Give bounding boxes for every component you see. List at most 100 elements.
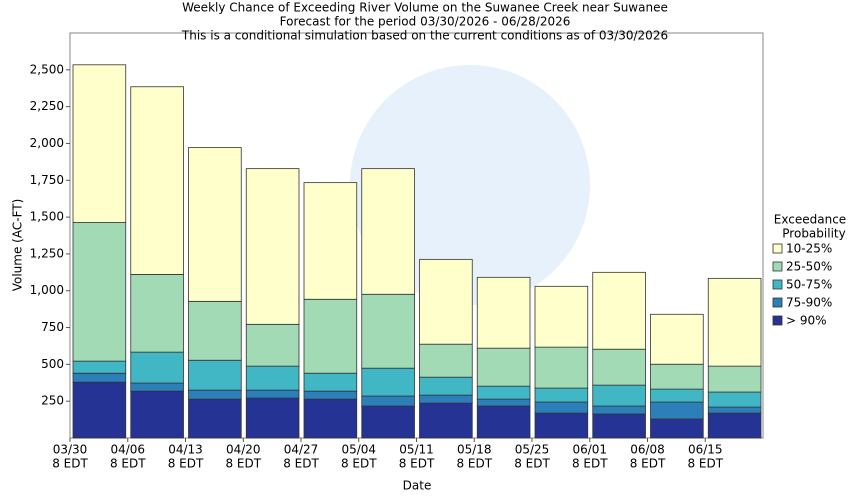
- bar-segment: [361, 395, 415, 407]
- legend-label: 25-50%: [786, 260, 832, 274]
- legend-swatch: [772, 279, 783, 290]
- bar-segment: [245, 323, 300, 367]
- x-tick-sublabel: 8 EDT: [110, 457, 146, 471]
- bar-segment: [130, 86, 184, 275]
- x-tick-sublabel: 8 EDT: [283, 457, 319, 471]
- bar-segment: [130, 351, 184, 384]
- legend-label: 50-75%: [786, 278, 832, 292]
- y-tick-label: 1,000: [30, 283, 64, 297]
- y-tick-label: 2,500: [30, 62, 64, 76]
- chart-title: Weekly Chance of Exceeding River Volume …: [182, 1, 668, 15]
- x-tick-sublabel: 8 EDT: [514, 457, 550, 471]
- bar-segment: [650, 388, 704, 403]
- bar-segment: [650, 418, 704, 439]
- bar-segment: [303, 298, 358, 374]
- legend-swatch: [772, 243, 783, 254]
- bar-segment: [419, 394, 473, 404]
- x-tick-label: 04/20: [226, 443, 261, 457]
- y-axis-label: Volume (AC-FT): [11, 199, 25, 292]
- x-tick-sublabel: 8 EDT: [687, 457, 723, 471]
- x-tick-sublabel: 8 EDT: [630, 457, 666, 471]
- bar-segment: [592, 271, 646, 350]
- x-tick-label: 04/06: [110, 443, 145, 457]
- y-tick-label: 750: [41, 320, 64, 334]
- bar-segment: [534, 285, 589, 348]
- bar-segment: [419, 376, 473, 396]
- x-tick-label: 06/15: [688, 443, 723, 457]
- y-tick-label: 2,250: [30, 99, 64, 113]
- bar-segment: [534, 346, 589, 389]
- bar-segment: [650, 363, 704, 390]
- legend-swatch: [772, 315, 783, 326]
- x-tick-sublabel: 8 EDT: [341, 457, 377, 471]
- x-tick-label: 05/11: [399, 443, 434, 457]
- bar-segment: [130, 382, 184, 392]
- x-tick-sublabel: 8 EDT: [456, 457, 492, 471]
- bar-segment: [72, 360, 127, 374]
- bar-segment: [419, 258, 473, 345]
- bar-segment: [303, 372, 358, 392]
- x-tick-label: 06/01: [572, 443, 607, 457]
- x-tick-sublabel: 8 EDT: [168, 457, 204, 471]
- bar-segment: [361, 293, 415, 369]
- x-tick-sublabel: 8 EDT: [225, 457, 261, 471]
- legend-swatch: [772, 297, 783, 308]
- chart-subtitle: This is a conditional simulation based o…: [181, 29, 668, 43]
- legend-label: 75-90%: [786, 296, 832, 310]
- bar-segment: [707, 391, 762, 408]
- bar-segment: [72, 372, 127, 383]
- bar-segment: [476, 347, 531, 387]
- chart-subtitle: Forecast for the period 03/30/2026 - 06/…: [280, 15, 571, 29]
- x-axis-label: Date: [403, 479, 432, 493]
- x-tick-sublabel: 8 EDT: [399, 457, 435, 471]
- bar-segment: [130, 273, 184, 353]
- bar-segment: [592, 405, 646, 415]
- bar-segment: [188, 389, 242, 400]
- bar-segment: [245, 168, 300, 325]
- legend-title: Exceedance: [774, 213, 846, 227]
- legend-title: Probability: [782, 227, 845, 241]
- bar-segment: [130, 390, 184, 439]
- x-tick-label: 04/13: [168, 443, 203, 457]
- x-tick-label: 05/18: [457, 443, 492, 457]
- bar-segment: [72, 381, 127, 439]
- bar-segment: [534, 401, 589, 414]
- bar-segment: [419, 343, 473, 378]
- x-tick-label: 05/25: [515, 443, 550, 457]
- bar-segment: [707, 365, 762, 393]
- bar-segment: [419, 402, 473, 439]
- y-tick-label: 1,750: [30, 173, 64, 187]
- legend-swatch: [772, 261, 783, 272]
- bar-segment: [592, 413, 646, 439]
- bar-segment: [245, 365, 300, 391]
- legend-label: 10-25%: [786, 242, 832, 256]
- legend-label: > 90%: [786, 314, 827, 328]
- x-tick-label: 04/27: [284, 443, 319, 457]
- bar-segment: [188, 300, 242, 361]
- bar-segment: [534, 387, 589, 403]
- bar-segment: [650, 401, 704, 420]
- bar-segment: [188, 359, 242, 391]
- x-tick-label: 06/08: [630, 443, 665, 457]
- x-tick-sublabel: 8 EDT: [52, 457, 88, 471]
- bar-segment: [245, 389, 300, 399]
- bar-segment: [476, 276, 531, 349]
- bar-segment: [707, 412, 762, 439]
- y-tick-label: 250: [41, 394, 64, 408]
- bar-segment: [650, 313, 704, 365]
- bar-segment: [303, 182, 358, 300]
- bar-segment: [72, 64, 127, 223]
- bar-segment: [707, 277, 762, 367]
- x-tick-sublabel: 8 EDT: [572, 457, 608, 471]
- bar-segment: [361, 367, 415, 397]
- y-tick-label: 2,000: [30, 136, 64, 150]
- x-tick-label: 05/04: [341, 443, 376, 457]
- bar-segment: [303, 390, 358, 400]
- bar-segment: [476, 405, 531, 439]
- bar-segment: [72, 222, 127, 362]
- y-tick-label: 1,250: [30, 246, 64, 260]
- bar-segment: [592, 384, 646, 407]
- y-tick-label: 1,500: [30, 210, 64, 224]
- bar-segment: [476, 385, 531, 400]
